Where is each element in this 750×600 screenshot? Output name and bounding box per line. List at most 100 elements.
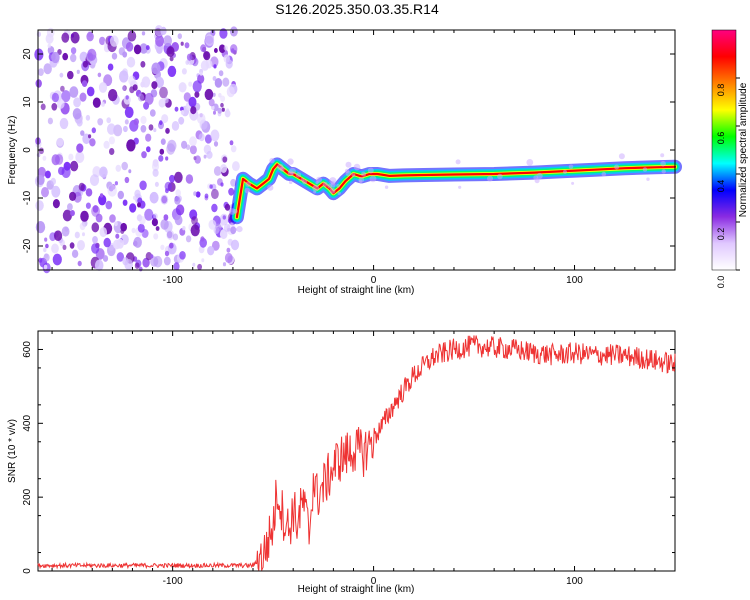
ridge-speckle — [642, 167, 648, 172]
noise-speckle — [97, 118, 104, 126]
noise-speckle — [221, 107, 225, 112]
noise-speckle — [73, 97, 81, 108]
noise-speckle — [75, 151, 85, 163]
ridge-speckle — [571, 181, 575, 185]
noise-speckle — [68, 153, 74, 161]
noise-speckle — [122, 257, 129, 266]
noise-speckle — [74, 231, 80, 239]
noise-speckle — [205, 34, 215, 47]
noise-speckle — [152, 168, 159, 177]
noise-speckle — [222, 262, 227, 267]
y-tick-label: 200 — [22, 488, 33, 505]
noise-speckle — [62, 244, 67, 250]
noise-speckle — [204, 88, 214, 101]
noise-speckle — [209, 184, 213, 189]
noise-speckle — [152, 159, 159, 167]
noise-speckle — [141, 31, 146, 36]
noise-speckle — [153, 213, 158, 220]
noise-speckle — [174, 215, 183, 226]
noise-speckle — [102, 255, 109, 262]
ridge-speckle — [315, 181, 319, 185]
ridge-speckle — [660, 153, 665, 158]
noise-speckle — [163, 214, 169, 221]
noise-speckle — [220, 95, 226, 102]
noise-speckle — [169, 56, 174, 62]
noise-speckle — [192, 80, 202, 93]
noise-speckle — [115, 233, 120, 239]
noise-speckle — [120, 229, 125, 235]
noise-speckle — [169, 174, 175, 183]
noise-speckle — [105, 200, 113, 210]
noise-speckle — [169, 242, 174, 249]
noise-speckle — [106, 117, 111, 124]
noise-speckle — [188, 96, 197, 108]
noise-speckle — [213, 141, 219, 147]
noise-speckle — [116, 252, 125, 262]
noise-speckle — [56, 137, 64, 147]
noise-speckle — [38, 147, 45, 155]
noise-speckle — [99, 227, 108, 238]
noise-speckle — [193, 191, 197, 196]
ridge-speckle — [234, 228, 238, 231]
noise-speckle — [174, 171, 183, 183]
x-tick-label: 100 — [566, 576, 583, 587]
y-tick-label: -10 — [22, 190, 33, 205]
noise-speckle — [107, 63, 114, 71]
noise-speckle — [167, 139, 177, 152]
noise-speckle — [226, 247, 231, 253]
noise-speckle — [230, 178, 237, 187]
noise-speckle — [212, 76, 217, 81]
noise-speckle — [226, 86, 235, 98]
ridge-speckle — [279, 166, 285, 172]
noise-speckle — [80, 210, 89, 222]
noise-speckle — [101, 101, 105, 107]
noise-speckle — [138, 266, 143, 272]
noise-speckle — [140, 115, 147, 125]
noise-speckle — [158, 155, 164, 162]
noise-speckle — [98, 194, 107, 206]
noise-speckle — [140, 125, 147, 133]
noise-speckle — [91, 243, 100, 254]
noise-speckle — [51, 185, 61, 198]
noise-speckle — [172, 233, 179, 241]
noise-speckle — [119, 70, 129, 83]
noise-speckle — [124, 176, 130, 184]
noise-speckle — [158, 98, 166, 108]
noise-speckle — [61, 226, 70, 237]
colorbar-tick-label: 0.0 — [716, 276, 726, 289]
ridge-speckle — [614, 164, 620, 170]
noise-speckle — [113, 239, 121, 250]
noise-speckle — [60, 85, 65, 92]
noise-speckle — [122, 199, 128, 206]
noise-speckle — [99, 36, 106, 46]
noise-speckle — [43, 247, 47, 253]
noise-speckle — [77, 260, 82, 267]
colorbar-label: Normalized spectral amplitude — [738, 82, 749, 217]
noise-speckle — [114, 221, 118, 227]
noise-speckle — [70, 47, 77, 55]
noise-speckle — [137, 197, 143, 204]
noise-speckle — [133, 236, 142, 248]
noise-speckle — [189, 136, 197, 147]
noise-speckle — [59, 72, 64, 78]
noise-speckle — [91, 222, 100, 233]
noise-speckle — [222, 77, 230, 87]
noise-speckle — [82, 61, 88, 68]
noise-speckle — [151, 218, 158, 227]
noise-speckle — [127, 30, 137, 42]
signal-ridge-layer — [227, 153, 682, 233]
noise-speckle — [87, 48, 97, 61]
figure-title: S126.2025.350.03.35.R14 — [275, 1, 439, 17]
noise-speckle — [174, 196, 181, 205]
ridge-speckle — [288, 180, 293, 184]
ridge-speckle — [351, 173, 356, 177]
noise-speckle — [52, 253, 62, 266]
noise-speckle — [37, 68, 44, 76]
noise-speckle — [161, 114, 169, 124]
y-tick-label: 0 — [22, 147, 33, 153]
noise-speckle — [153, 233, 159, 240]
noise-speckle — [122, 85, 126, 91]
noise-speckle — [43, 253, 50, 262]
noise-speckle — [79, 92, 87, 102]
